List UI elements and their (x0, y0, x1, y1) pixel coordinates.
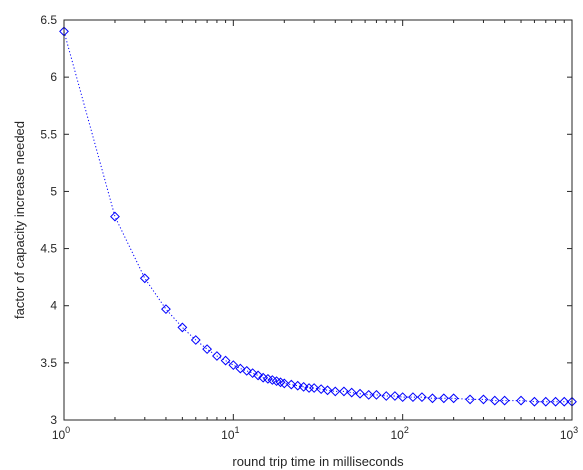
data-point (408, 392, 418, 403)
data-point (292, 380, 303, 391)
y-tick-label: 5 (50, 184, 57, 198)
data-point (298, 381, 309, 392)
data-point (190, 335, 201, 345)
data-point (448, 393, 459, 404)
y-tick-label: 4.5 (40, 242, 57, 256)
y-axis-label: factor of capacity increase needed (12, 121, 27, 319)
data-point (309, 383, 320, 393)
data-point (346, 387, 357, 398)
data-point (427, 393, 438, 404)
y-tick-label: 6 (50, 70, 57, 84)
data-point (110, 211, 120, 222)
data-point (253, 370, 263, 381)
data-point (279, 378, 290, 389)
data-point (371, 389, 382, 400)
plot-background (64, 20, 572, 420)
data-point (550, 396, 561, 407)
data-point (161, 304, 171, 315)
data-point (559, 396, 570, 407)
data-point (220, 355, 231, 366)
data-point (235, 363, 246, 374)
data-point (330, 386, 341, 397)
data-point (390, 391, 400, 401)
data-point (397, 392, 408, 403)
data-point (363, 389, 374, 400)
data-point (529, 396, 540, 407)
y-tick-label: 3 (50, 413, 57, 427)
y-tick-label: 6.5 (40, 13, 57, 27)
data-point (228, 360, 239, 371)
data-point (465, 394, 475, 405)
x-tick-label: 102 (390, 425, 408, 442)
data-point (241, 365, 252, 376)
x-tick-label: 101 (221, 425, 239, 442)
data-point (247, 368, 258, 379)
data-point (286, 379, 297, 390)
data-point (139, 273, 150, 284)
data-point (381, 391, 392, 401)
x-tick-label: 103 (560, 425, 578, 442)
data-point (438, 393, 449, 404)
data-point (316, 384, 327, 395)
data-point (478, 394, 489, 405)
data-point (540, 396, 551, 407)
data-point (417, 392, 427, 403)
axes: 3 3.5 4 4.5 5 5.5 6 6.5 100 101 102 103 (40, 13, 578, 442)
data-point (202, 344, 213, 355)
data-series (59, 26, 577, 407)
x-axis-label: round trip time in milliseconds (232, 454, 404, 469)
y-tick-label: 4 (50, 299, 57, 313)
data-point (339, 386, 349, 397)
y-tick-label: 3.5 (40, 356, 57, 370)
x-tick-label: 100 (52, 425, 70, 442)
data-point (322, 385, 333, 396)
data-point (516, 395, 526, 406)
data-point (355, 388, 365, 399)
plot-area (64, 20, 572, 420)
data-point (177, 322, 188, 333)
data-point (489, 395, 500, 406)
data-point (499, 395, 510, 406)
data-point (212, 351, 222, 361)
axes-box (63, 19, 573, 421)
y-tick-label: 5.5 (40, 127, 57, 141)
